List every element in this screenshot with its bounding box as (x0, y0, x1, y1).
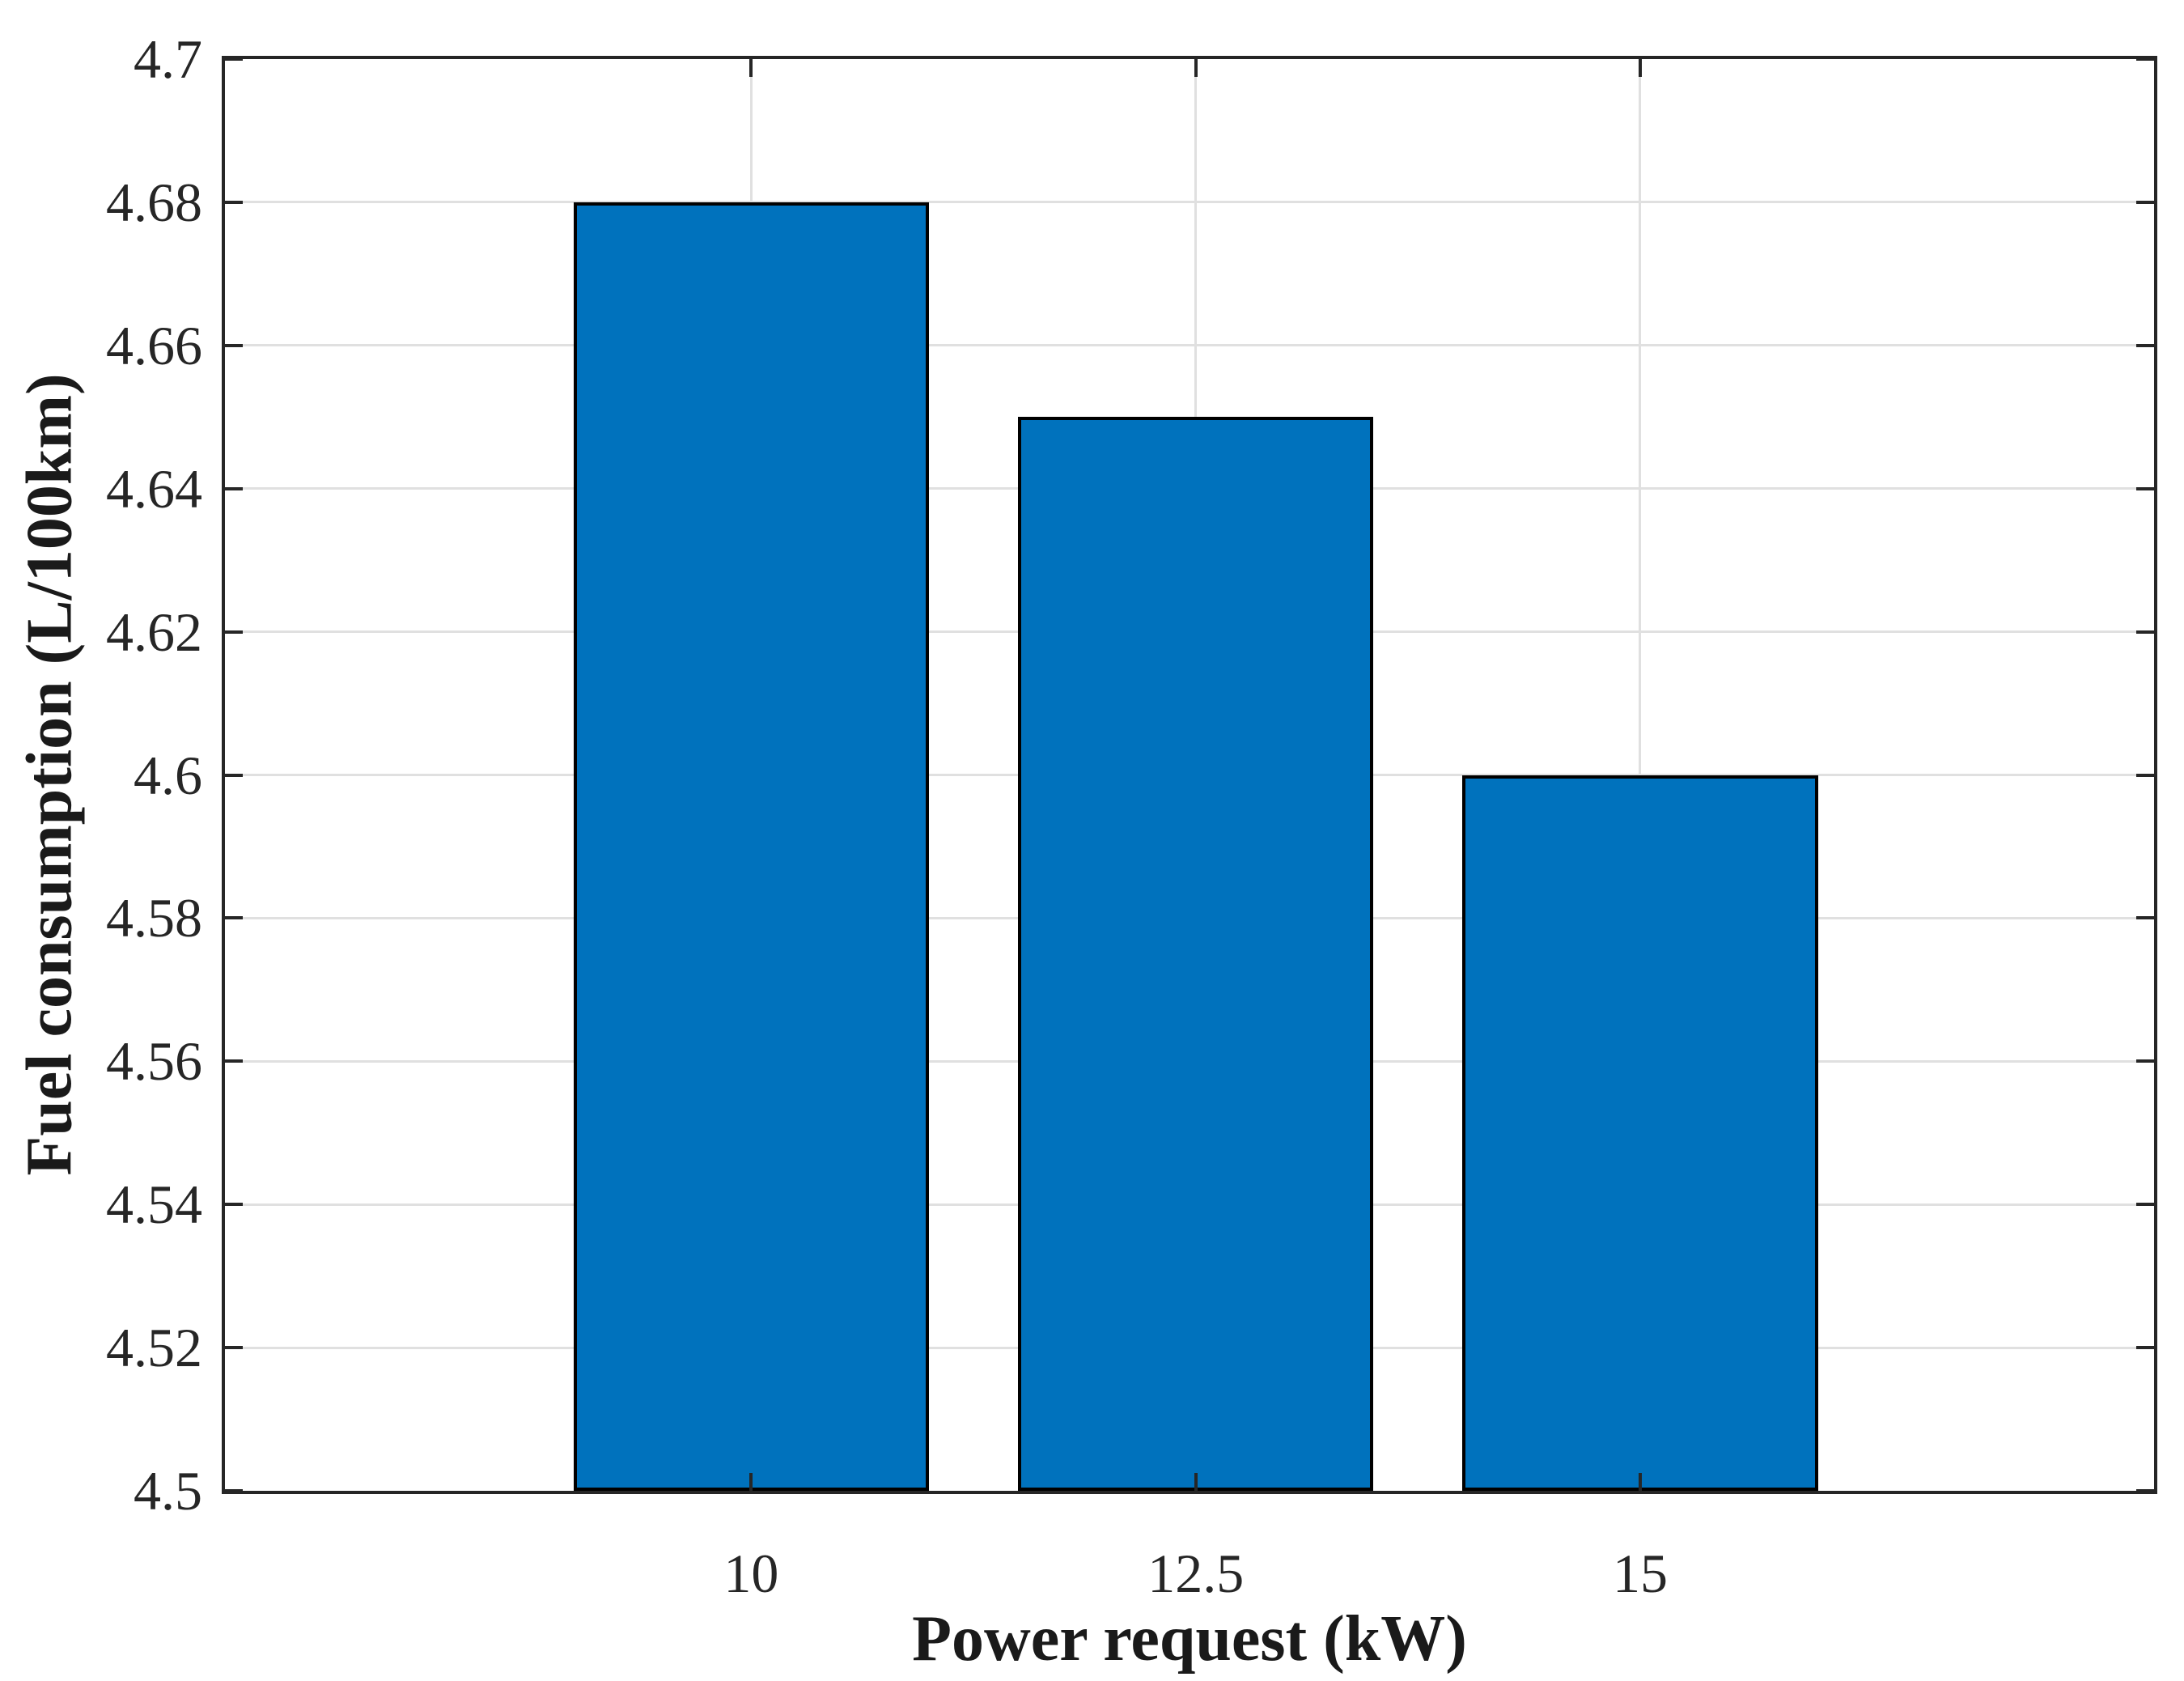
y-tick-right (2136, 916, 2154, 920)
x-tick-bottom (1194, 1473, 1198, 1491)
h-gridline (225, 201, 2154, 204)
x-tick-top (749, 59, 753, 77)
y-tick-left (225, 1203, 243, 1207)
y-tick-label: 4.52 (106, 1317, 202, 1379)
y-tick-right (2136, 1059, 2154, 1063)
y-tick-right (2136, 57, 2154, 61)
y-tick-label: 4.58 (106, 887, 202, 949)
y-tick-right (2136, 1346, 2154, 1350)
y-tick-label: 4.5 (134, 1460, 202, 1522)
bar-15kw (1462, 775, 1818, 1491)
x-tick-top (1194, 59, 1198, 77)
y-tick-left (225, 343, 243, 347)
y-tick-right (2136, 343, 2154, 347)
y-tick-label: 4.64 (106, 457, 202, 520)
x-tick-label: 10 (723, 1543, 779, 1604)
y-tick-left (225, 1346, 243, 1350)
y-tick-left (225, 630, 243, 634)
y-tick-right (2136, 486, 2154, 490)
y-tick-label: 4.7 (134, 28, 202, 90)
y-tick-right (2136, 200, 2154, 204)
y-tick-left (225, 773, 243, 777)
x-tick-label: 15 (1612, 1543, 1668, 1604)
y-tick-left (225, 486, 243, 490)
y-tick-left (225, 200, 243, 204)
y-tick-left (225, 916, 243, 920)
y-tick-right (2136, 1203, 2154, 1207)
bar-12.5kw (1017, 417, 1374, 1491)
plot-area (222, 56, 2157, 1494)
y-tick-label: 4.68 (106, 171, 202, 233)
h-gridline (225, 344, 2154, 347)
y-tick-label: 4.66 (106, 314, 202, 376)
y-tick-left (225, 1489, 243, 1492)
y-tick-label: 4.62 (106, 601, 202, 663)
x-tick-bottom (1638, 1473, 1642, 1491)
y-tick-left (225, 57, 243, 61)
x-tick-label: 12.5 (1147, 1543, 1245, 1604)
bar-10kw (573, 202, 930, 1491)
y-tick-label: 4.6 (134, 744, 202, 806)
y-tick-right (2136, 630, 2154, 634)
y-tick-label: 4.56 (106, 1030, 202, 1093)
y-tick-left (225, 1059, 243, 1063)
y-tick-right (2136, 773, 2154, 777)
y-tick-right (2136, 1489, 2154, 1492)
x-tick-top (1638, 59, 1642, 77)
y-tick-label: 4.54 (106, 1174, 202, 1236)
x-tick-bottom (749, 1473, 753, 1491)
x-axis-label: Power request (kW) (912, 1603, 1467, 1675)
